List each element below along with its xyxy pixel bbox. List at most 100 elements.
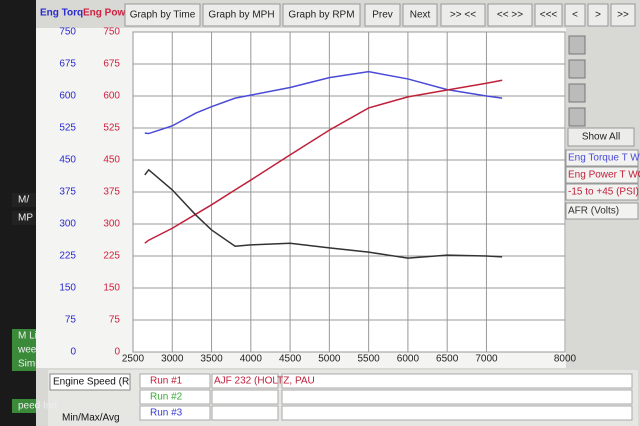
run-name-box	[211, 389, 279, 405]
series-line	[144, 168, 503, 259]
y2-tick-label: 150	[103, 283, 120, 294]
x-tick-label: 4000	[240, 354, 263, 365]
axis-header: Eng Pow	[83, 8, 125, 19]
legend-label[interactable]: AFR (Volts)	[568, 206, 619, 217]
toolbar-button-label[interactable]: << >>	[497, 10, 523, 21]
x-tick-label: 6500	[436, 354, 459, 365]
toolbar-button[interactable]	[402, 3, 438, 27]
series-line	[144, 79, 503, 244]
edge-widget	[12, 193, 36, 207]
y-tick-label: 600	[59, 91, 76, 102]
toolbar-button[interactable]	[610, 3, 636, 27]
legend-box[interactable]	[565, 149, 639, 167]
toolbar-button-label[interactable]: <	[572, 10, 578, 21]
run-box	[139, 405, 211, 421]
edge-text: wee	[17, 345, 37, 356]
run-name-box	[211, 373, 279, 389]
edge-widget	[12, 357, 36, 371]
edge-widget	[12, 343, 36, 357]
x-tick-label: 8000	[554, 354, 577, 365]
run-label[interactable]: Run #1	[150, 376, 183, 387]
x-axis-label: Engine Speed (R	[53, 377, 129, 388]
legend-label[interactable]: Eng Power T WC	[568, 170, 640, 181]
legend-box[interactable]	[565, 183, 639, 201]
side-icon[interactable]	[568, 83, 586, 103]
x-label-box	[49, 373, 131, 391]
y-tick-label: 750	[59, 27, 76, 38]
edge-text: M Li	[18, 331, 37, 342]
edge-widget	[12, 211, 36, 225]
show-all-label[interactable]: Show All	[582, 132, 620, 143]
toolbar-button[interactable]	[534, 3, 563, 27]
toolbar-button-label[interactable]: Graph by MPH	[208, 10, 274, 21]
toolbar-button[interactable]	[564, 3, 586, 27]
legend-label[interactable]: Eng Torque T W(	[568, 153, 640, 164]
y-tick-label: 225	[59, 251, 76, 262]
y-tick-label: 375	[59, 187, 76, 198]
run-box	[139, 373, 211, 389]
toolbar-button-label[interactable]: Next	[410, 10, 431, 21]
y2-tick-label: 75	[109, 315, 121, 326]
y2-tick-label: 300	[103, 219, 120, 230]
y-tick-label: 300	[59, 219, 76, 230]
axis-header: Eng Torq	[40, 8, 83, 19]
side-icon[interactable]	[568, 107, 586, 127]
side-icon[interactable]	[568, 59, 586, 79]
y2-tick-label: 0	[114, 347, 120, 358]
y-tick-label: 525	[59, 123, 76, 134]
toolbar-button[interactable]	[124, 3, 201, 27]
run-info-box	[281, 405, 633, 421]
toolbar-button[interactable]	[364, 3, 401, 27]
toolbar-button[interactable]	[282, 3, 361, 27]
y-tick-label: 150	[59, 283, 76, 294]
stats-label: Min/Max/Avg	[62, 413, 120, 424]
toolbar-button[interactable]	[440, 3, 486, 27]
y2-tick-label: 225	[103, 251, 120, 262]
run-label[interactable]: Run #2	[150, 392, 183, 403]
y-tick-label: 450	[59, 155, 76, 166]
x-tick-label: 5000	[318, 354, 341, 365]
y-tick-label: 0	[70, 347, 76, 358]
run-name-box	[211, 405, 279, 421]
toolbar-button-label[interactable]: Graph by Time	[130, 10, 196, 21]
legend-box[interactable]	[565, 166, 639, 184]
series-line	[144, 70, 503, 135]
x-tick-label: 4500	[279, 354, 302, 365]
edge-text: MP	[18, 213, 33, 224]
toolbar-button[interactable]	[487, 3, 533, 27]
run-info-box	[281, 389, 633, 405]
edge-text: M/	[18, 195, 29, 206]
toolbar-button[interactable]	[202, 3, 281, 27]
toolbar-button-label[interactable]: <<<	[540, 10, 558, 21]
y2-tick-label: 450	[103, 155, 120, 166]
toolbar-button-label[interactable]: Prev	[372, 10, 393, 21]
edge-text: peed Ind	[18, 401, 57, 412]
x-tick-label: 5500	[358, 354, 381, 365]
x-tick-label: 3000	[161, 354, 184, 365]
x-tick-label: 7000	[475, 354, 498, 365]
side-icon[interactable]	[568, 35, 586, 55]
x-tick-label: 6000	[397, 354, 420, 365]
x-tick-label: 3500	[200, 354, 223, 365]
legend-label[interactable]: -15 to +45 (PSI)	[568, 187, 639, 198]
y-tick-label: 75	[65, 315, 77, 326]
toolbar-button-label[interactable]: >> <<	[450, 10, 476, 21]
edge-widget	[12, 329, 36, 343]
toolbar-button[interactable]	[587, 3, 609, 27]
run-label[interactable]: Run #3	[150, 408, 183, 419]
y-tick-label: 675	[59, 59, 76, 70]
x-tick-label: 2500	[122, 354, 145, 365]
run-name: AJF 232 (HOLTZ, PAU	[214, 376, 315, 387]
run-info-box	[281, 373, 633, 389]
run-box	[139, 389, 211, 405]
edge-widget	[12, 399, 36, 413]
toolbar-button-label[interactable]: Graph by RPM	[288, 10, 354, 21]
toolbar-button-label[interactable]: >	[595, 10, 601, 21]
toolbar-button-label[interactable]: >>	[617, 10, 629, 21]
show-all-button[interactable]	[567, 127, 635, 147]
y2-tick-label: 750	[103, 27, 120, 38]
edge-text: Simu	[18, 359, 41, 370]
legend-box[interactable]	[565, 202, 639, 220]
